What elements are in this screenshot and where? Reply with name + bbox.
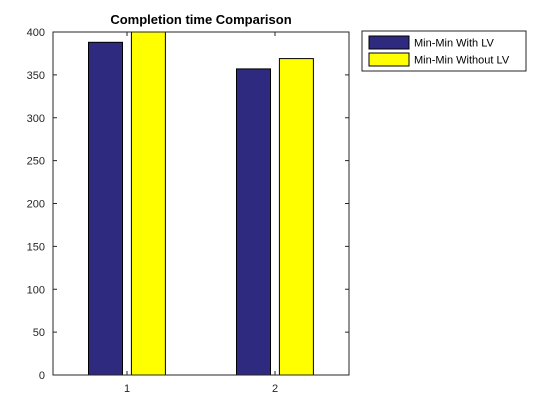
y-tick-label: 0 — [39, 370, 45, 382]
y-tick-label: 400 — [27, 27, 45, 39]
legend-swatch-series-1 — [368, 35, 410, 50]
chart-title: Completion time Comparison — [110, 12, 291, 27]
x-tick-label: 1 — [124, 383, 130, 395]
legend: Min-Min With LV Min-Min Without LV — [361, 30, 527, 72]
y-tick-label: 250 — [27, 156, 45, 168]
y-tick-label: 200 — [27, 199, 45, 211]
bars-group — [88, 31, 314, 376]
legend-label-series-1: Min-Min With LV — [414, 38, 495, 50]
y-tick-label: 350 — [27, 70, 45, 82]
bar-series-2-cat-2 — [278, 58, 314, 376]
bar-series-1-cat-1 — [88, 41, 123, 376]
y-tick-label: 150 — [27, 241, 45, 253]
bar-series-1-cat-2 — [236, 68, 271, 376]
x-tick-label: 2 — [272, 383, 278, 395]
y-tick-label: 300 — [27, 113, 45, 125]
legend-label-series-2: Min-Min Without LV — [414, 55, 510, 67]
y-tick-label: 100 — [27, 284, 45, 296]
legend-swatch-series-2 — [368, 52, 410, 67]
bar-series-2-cat-1 — [130, 31, 166, 376]
y-tick-label: 50 — [33, 327, 45, 339]
y-axis: 0 50 100 150 200 250 300 350 400 — [27, 27, 349, 382]
